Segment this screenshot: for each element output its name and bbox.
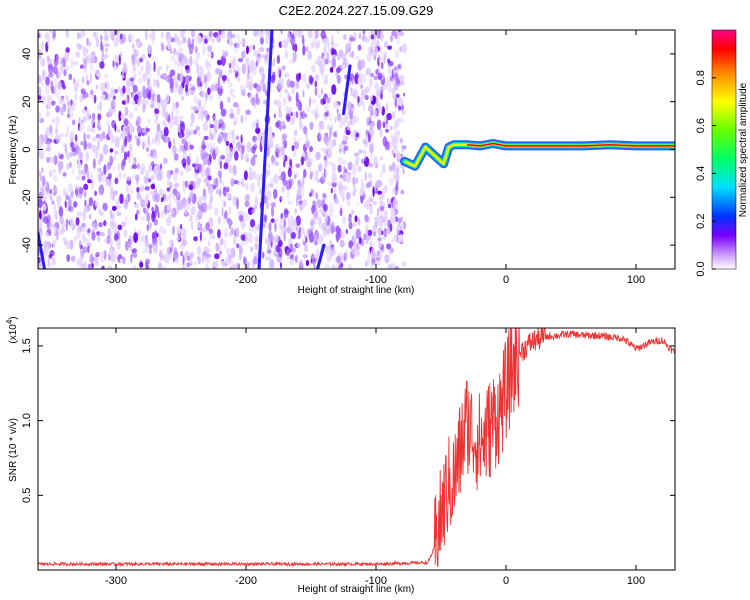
- spectrogram-y-ticks: -40 -20 0 20 40: [21, 48, 675, 253]
- colorbar-label: Normalized spectral amplitude: [738, 82, 749, 217]
- snr-x-axis-label: Height of straight line (km): [298, 584, 415, 595]
- snr-y-tick-label: 1.5: [21, 338, 33, 353]
- snr-y-axis-label: SNR (10 * v/v): [8, 418, 19, 482]
- spectrogram-x-tick-label: -100: [365, 274, 387, 286]
- snr-series-line: [38, 328, 675, 568]
- snr-x-ticks: -300 -200 -100 0 100: [105, 328, 645, 587]
- spectrogram-x-tick-label: 0: [503, 274, 509, 286]
- spectrogram-x-ticks: -300 -200 -100 0 100: [105, 30, 645, 286]
- colorbar-tick-label: 0.8: [695, 70, 707, 85]
- spectrogram-y-tick-label: -20: [21, 189, 33, 205]
- snr-y-multiplier: (x104): [5, 316, 19, 343]
- spectrogram-x-axis-label: Height of straight line (km): [298, 285, 415, 296]
- colorbar: 0.0 0.2 0.4 0.6 0.8 Normalized spectral ampl…: [695, 29, 749, 277]
- colorbar-tick-label: 0.6: [695, 118, 707, 133]
- snr-y-multiplier-exponent: 4: [5, 319, 14, 324]
- spectrogram-signal-track: [400, 139, 675, 171]
- snr-x-tick-label: 100: [627, 575, 645, 587]
- snr-x-tick-label: -300: [105, 575, 127, 587]
- spectrogram-x-tick-label: -300: [105, 274, 127, 286]
- spectrogram-y-tick-label: 20: [21, 96, 33, 108]
- snr-y-tick-label: 0.5: [21, 488, 33, 503]
- snr-y-tick-label: 1.0: [21, 413, 33, 428]
- snr-x-tick-label: -100: [365, 575, 387, 587]
- spectrogram-y-tick-label: -40: [21, 237, 33, 253]
- spectrogram-y-tick-label: 0: [21, 146, 33, 152]
- snr-x-tick-label: -200: [235, 575, 257, 587]
- snr-plot-area: [38, 328, 675, 568]
- colorbar-tick-label: 0.2: [695, 214, 707, 229]
- spectrogram-y-axis-label: Frequency (Hz): [8, 116, 19, 185]
- snr-y-multiplier-base: (x10: [8, 324, 19, 344]
- snr-y-ticks: 0.5 1.0 1.5: [21, 338, 675, 503]
- spectrogram-x-tick-label: -200: [235, 274, 257, 286]
- snr-y-multiplier-close: ): [8, 316, 19, 319]
- figure-title: C2E2.2024.227.15.09.G29: [279, 3, 434, 18]
- snr-panel: -300 -200 -100 0 100 0.5 1.0 1.5 Height of str…: [5, 316, 676, 595]
- spectrogram-plot-area: [38, 30, 675, 269]
- colorbar-gradient: [711, 29, 737, 270]
- colorbar-tick-label: 0.0: [695, 261, 707, 276]
- spectrogram-x-tick-label: 100: [627, 274, 645, 286]
- colorbar-tick-label: 0.4: [695, 166, 707, 181]
- spectrogram-y-tick-label: 40: [21, 48, 33, 60]
- snr-x-tick-label: 0: [503, 575, 509, 587]
- colorbar-ticks: 0.0 0.2 0.4 0.6 0.8: [695, 70, 716, 277]
- snr-frame: [37, 327, 676, 571]
- spectrogram-noise: [38, 30, 408, 269]
